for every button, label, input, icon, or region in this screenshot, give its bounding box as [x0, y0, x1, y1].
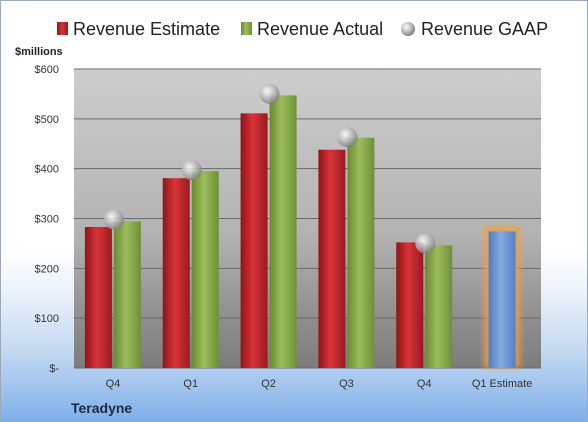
estimate-bar — [240, 113, 268, 368]
y-tick-label: $100 — [35, 313, 59, 325]
y-tick-label: $400 — [35, 164, 59, 176]
legend-swatch-estimate — [57, 22, 68, 35]
legend-swatch-gaap — [401, 22, 415, 36]
gridlines — [74, 68, 541, 369]
estimate-bar — [396, 242, 424, 368]
legend-label-estimate: Revenue Estimate — [73, 19, 220, 39]
y-axis-unit-label: $millions — [15, 46, 63, 58]
x-category-label: Q2 — [261, 378, 276, 390]
y-tick-label: $600 — [35, 64, 59, 76]
gaap-marker — [181, 160, 202, 181]
q1-estimate-bar — [488, 231, 516, 368]
y-tick-label: $500 — [35, 114, 59, 126]
gaap-marker — [259, 83, 280, 104]
legend-swatch-actual — [241, 22, 252, 35]
company-name: Teradyne — [71, 400, 132, 416]
bars — [84, 95, 521, 368]
gaap-marker — [337, 127, 358, 148]
x-axis-category-labels: Q4 Q1 Q2 Q3 Q4 Q1 Estimate — [106, 378, 533, 390]
gaap-marker — [103, 209, 124, 230]
legend-label-gaap: Revenue GAAP — [421, 19, 548, 39]
y-tick-label: $200 — [35, 263, 59, 275]
estimate-bar — [162, 178, 190, 368]
actual-bar — [269, 95, 297, 368]
x-category-label: Q4 — [106, 378, 121, 390]
estimate-bar — [84, 226, 112, 368]
estimate-bar — [318, 149, 346, 368]
x-category-label: Q4 — [417, 378, 432, 390]
y-tick-label: $300 — [35, 214, 59, 226]
y-tick-label: $- — [49, 363, 59, 375]
gaap-marker — [415, 233, 436, 254]
y-axis-tick-labels: $- $100 $200 $300 $400 $500 $600 — [35, 64, 60, 375]
x-category-label: Q1 Estimate — [472, 378, 533, 390]
actual-bar — [425, 245, 453, 368]
actual-bar — [347, 137, 375, 368]
actual-bar — [191, 171, 219, 368]
legend: Revenue Estimate Revenue Actual Revenue … — [57, 19, 548, 39]
actual-bar — [113, 221, 141, 368]
x-category-label: Q1 — [183, 378, 198, 390]
x-category-label: Q3 — [339, 378, 354, 390]
gaap-markers — [103, 83, 436, 254]
legend-label-actual: Revenue Actual — [257, 19, 383, 39]
